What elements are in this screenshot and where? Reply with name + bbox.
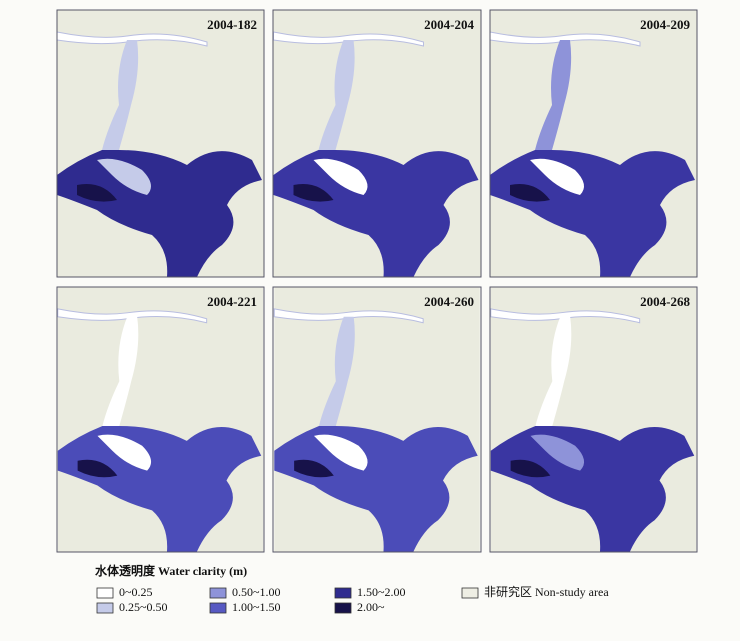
panel-label: 2004-221	[207, 294, 257, 309]
legend-swatch	[461, 587, 479, 599]
legend-swatch	[209, 602, 227, 614]
panel: 2004-260	[272, 286, 482, 553]
legend-swatch	[96, 602, 114, 614]
legend: 0~0.250.25~0.50 0.50~1.001.00~1.50 1.50~2.…	[96, 584, 609, 614]
panel: 2004-268	[489, 286, 698, 553]
legend-swatch	[334, 587, 352, 599]
legend-label: 1.50~2.00	[357, 585, 406, 599]
legend-label: 1.00~1.50	[232, 600, 281, 614]
panel-label: 2004-268	[640, 294, 690, 309]
panel: 2004-182	[56, 9, 265, 278]
legend-label: 0.50~1.00	[232, 585, 281, 599]
legend-swatch	[209, 587, 227, 599]
panel-label: 2004-182	[207, 17, 257, 32]
panel-label: 2004-204	[424, 17, 474, 32]
legend-label: 非研究区 Non-study area	[484, 584, 609, 599]
panel: 2004-209	[489, 9, 698, 278]
legend-swatch	[334, 602, 352, 614]
panel: 2004-204	[272, 9, 482, 278]
legend-label: 0~0.25	[119, 585, 153, 599]
legend-swatch	[96, 587, 114, 599]
legend-title: 水体透明度 Water clarity (m)	[95, 563, 247, 578]
panel-label: 2004-260	[424, 294, 474, 309]
legend-label: 2.00~	[357, 600, 385, 614]
legend-label: 0.25~0.50	[119, 600, 168, 614]
panel: 2004-221	[56, 286, 265, 553]
panel-label: 2004-209	[640, 17, 690, 32]
